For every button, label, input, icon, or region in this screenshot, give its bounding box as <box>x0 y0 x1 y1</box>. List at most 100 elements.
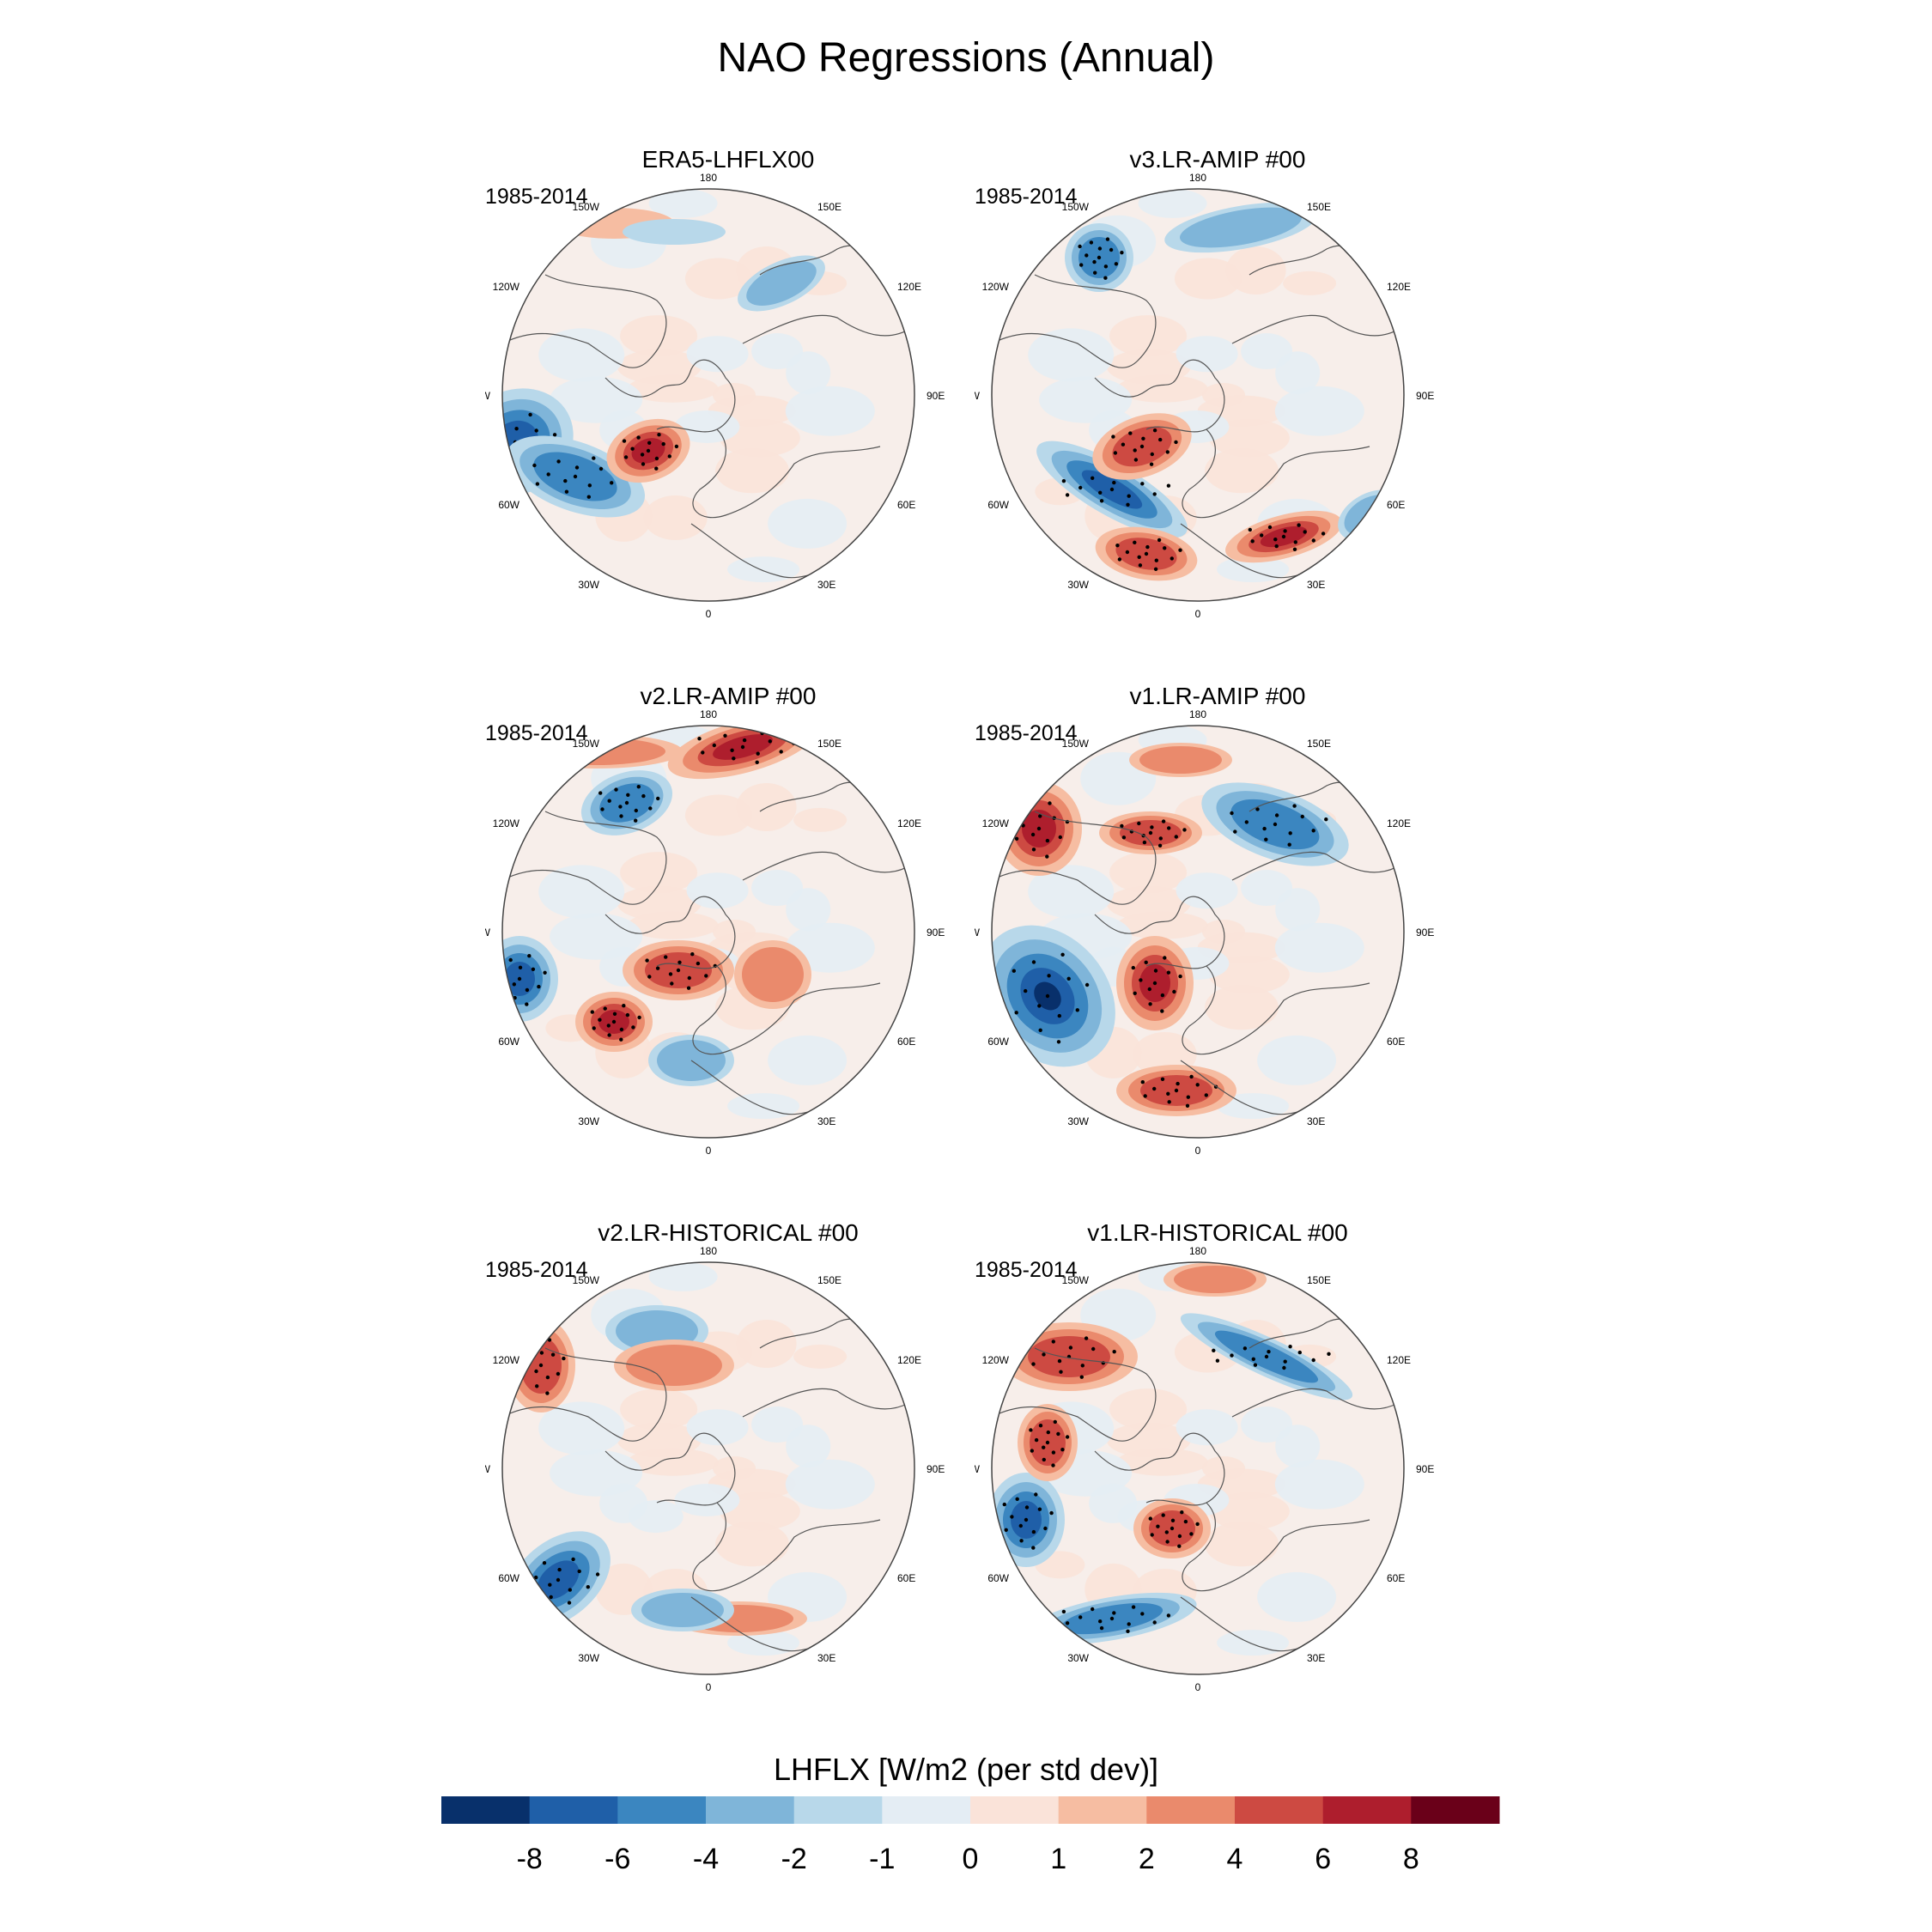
panel-title: v3.LR-AMIP #00 <box>1129 146 1306 173</box>
figure-title: NAO Regressions (Annual) <box>717 35 1215 81</box>
significance-stipple <box>1148 1510 1200 1548</box>
colorbar-tick-label: -8 <box>517 1843 543 1875</box>
longitude-label: 30W <box>1067 1652 1089 1664</box>
longitude-label: 60E <box>1387 1036 1405 1048</box>
longitude-label: 150W <box>573 738 600 750</box>
colorbar-tick-label: 8 <box>1403 1843 1419 1875</box>
colorbar-swatch <box>529 1796 618 1824</box>
longitude-label: 0 <box>706 608 712 620</box>
longitude-label: 60W <box>498 1036 519 1048</box>
panel-title: ERA5-LHFLX00 <box>641 146 815 173</box>
longitude-label: 60E <box>897 1036 915 1048</box>
map-panel: 180 150E 120E 90E 60E 30E 0 30W 60W 90W 120W 150W v1… <box>975 683 1461 1198</box>
longitude-label: 90E <box>1416 1463 1434 1475</box>
colorbar-tick-label: -6 <box>605 1843 630 1875</box>
map-panel: 180 150E 120E 90E 60E 30E 0 30W 60W 90W 120W 150W v2… <box>485 1219 971 1735</box>
longitude-label: 30W <box>578 1652 599 1664</box>
panel-period: 1985-2014 <box>485 721 588 745</box>
significance-stipple <box>503 954 547 1006</box>
anomaly-field <box>502 208 825 518</box>
longitude-label: 30E <box>817 579 835 591</box>
longitude-label: 150E <box>1307 1274 1331 1286</box>
significance-stipple <box>1012 952 1090 1044</box>
longitude-label: 150W <box>1062 201 1090 213</box>
longitude-label: 120W <box>982 817 1010 829</box>
longitude-label: 150E <box>1307 201 1331 213</box>
colorbar-tick-label: -2 <box>781 1843 807 1875</box>
map-border <box>991 1261 1405 1675</box>
longitude-label: 120E <box>1387 817 1411 829</box>
map-panel: 180 150E 120E 90E 60E 30E 0 30W 60W 90W 120W 150W ER… <box>485 146 971 661</box>
colorbar-swatch <box>1322 1796 1412 1824</box>
colorbar-tick-label: -1 <box>869 1843 895 1875</box>
colorbar: -8 -6 -4 -2 -1 0 1 2 4 6 8 <box>441 1796 1500 1875</box>
longitude-label: 90E <box>927 1463 945 1475</box>
colorbar-swatch <box>1235 1796 1324 1824</box>
longitude-label: 60W <box>498 1572 519 1584</box>
longitude-label: 30E <box>1307 579 1325 591</box>
map-border <box>991 725 1405 1139</box>
colorbar-swatch <box>793 1796 883 1824</box>
polar-map: 180 150E 120E 90E 60E 30E 0 30W 60W 90W 120W 150W <box>975 172 1434 620</box>
colorbar-swatch <box>882 1796 971 1824</box>
longitude-label: 90E <box>1416 927 1434 939</box>
colorbar-tick-label: 0 <box>963 1843 979 1875</box>
longitude-label: 120E <box>1387 1354 1411 1366</box>
panel-period: 1985-2014 <box>975 1258 1078 1282</box>
polar-map: 180 150E 120E 90E 60E 30E 0 30W 60W 90W 120W 150W <box>485 708 945 1157</box>
longitude-label: 0 <box>706 1681 712 1693</box>
anomaly-field <box>1036 202 1401 581</box>
longitude-label: 150W <box>573 1274 600 1286</box>
longitude-label: 150W <box>1062 738 1090 750</box>
colorbar-tick-label: 2 <box>1139 1843 1155 1875</box>
longitude-label: 120E <box>897 281 921 293</box>
longitude-label: 180 <box>1189 1245 1206 1257</box>
map-panel: 180 150E 120E 90E 60E 30E 0 30W 60W 90W 120W 150W v2… <box>485 683 971 1198</box>
significance-stipple <box>598 785 660 823</box>
longitude-label: 180 <box>1189 708 1206 720</box>
colorbar-swatch <box>706 1796 795 1824</box>
longitude-label: 30W <box>1067 1115 1089 1127</box>
background-field <box>1028 1262 1364 1656</box>
longitude-label: 0 <box>1195 1681 1201 1693</box>
background-field <box>1028 726 1364 1120</box>
significance-stipple <box>1131 956 1182 1013</box>
significance-stipple <box>1115 538 1182 571</box>
longitude-label: 120W <box>982 281 1010 293</box>
longitude-label: 120E <box>1387 281 1411 293</box>
panel-title: v2.LR-AMIP #00 <box>640 683 817 709</box>
longitude-label: 120E <box>897 817 921 829</box>
longitude-label: 30W <box>578 579 599 591</box>
longitude-label: 150E <box>1307 738 1331 750</box>
longitude-label: 150W <box>1062 1274 1090 1286</box>
longitude-label: 150W <box>573 201 600 213</box>
longitude-label: 30W <box>1067 579 1089 591</box>
longitude-label: 60E <box>1387 499 1405 511</box>
significance-stipple <box>1140 1074 1218 1108</box>
longitude-label: 120E <box>897 1354 921 1366</box>
significance-stipple <box>1111 428 1178 466</box>
significance-stipple <box>1029 1419 1070 1467</box>
longitude-label: 90W <box>975 1463 981 1475</box>
longitude-label: 90W <box>485 1463 491 1475</box>
colorbar-tick-label: -4 <box>693 1843 719 1875</box>
panel-title: v2.LR-HISTORICAL #00 <box>598 1219 859 1246</box>
longitude-label: 90E <box>1416 390 1434 402</box>
panel-title: v1.LR-AMIP #00 <box>1129 683 1306 709</box>
longitude-label: 60W <box>987 1036 1009 1048</box>
longitude-label: 60W <box>498 499 519 511</box>
longitude-label: 120W <box>493 281 520 293</box>
panel-period: 1985-2014 <box>975 185 1078 209</box>
polar-map: 180 150E 120E 90E 60E 30E 0 30W 60W 90W 120W 150W <box>485 172 945 620</box>
longitude-label: 150E <box>817 1274 841 1286</box>
panel-period: 1985-2014 <box>975 721 1078 745</box>
map-border <box>501 725 915 1139</box>
colorbar-swatch <box>441 1796 531 1824</box>
significance-stipple <box>622 433 679 471</box>
longitude-label: 0 <box>1195 608 1201 620</box>
longitude-label: 120W <box>493 1354 520 1366</box>
significance-stipple <box>1061 1605 1171 1633</box>
significance-stipple <box>1029 1336 1116 1379</box>
significance-stipple <box>1248 523 1326 551</box>
colorbar-tick-label: 6 <box>1315 1843 1331 1875</box>
